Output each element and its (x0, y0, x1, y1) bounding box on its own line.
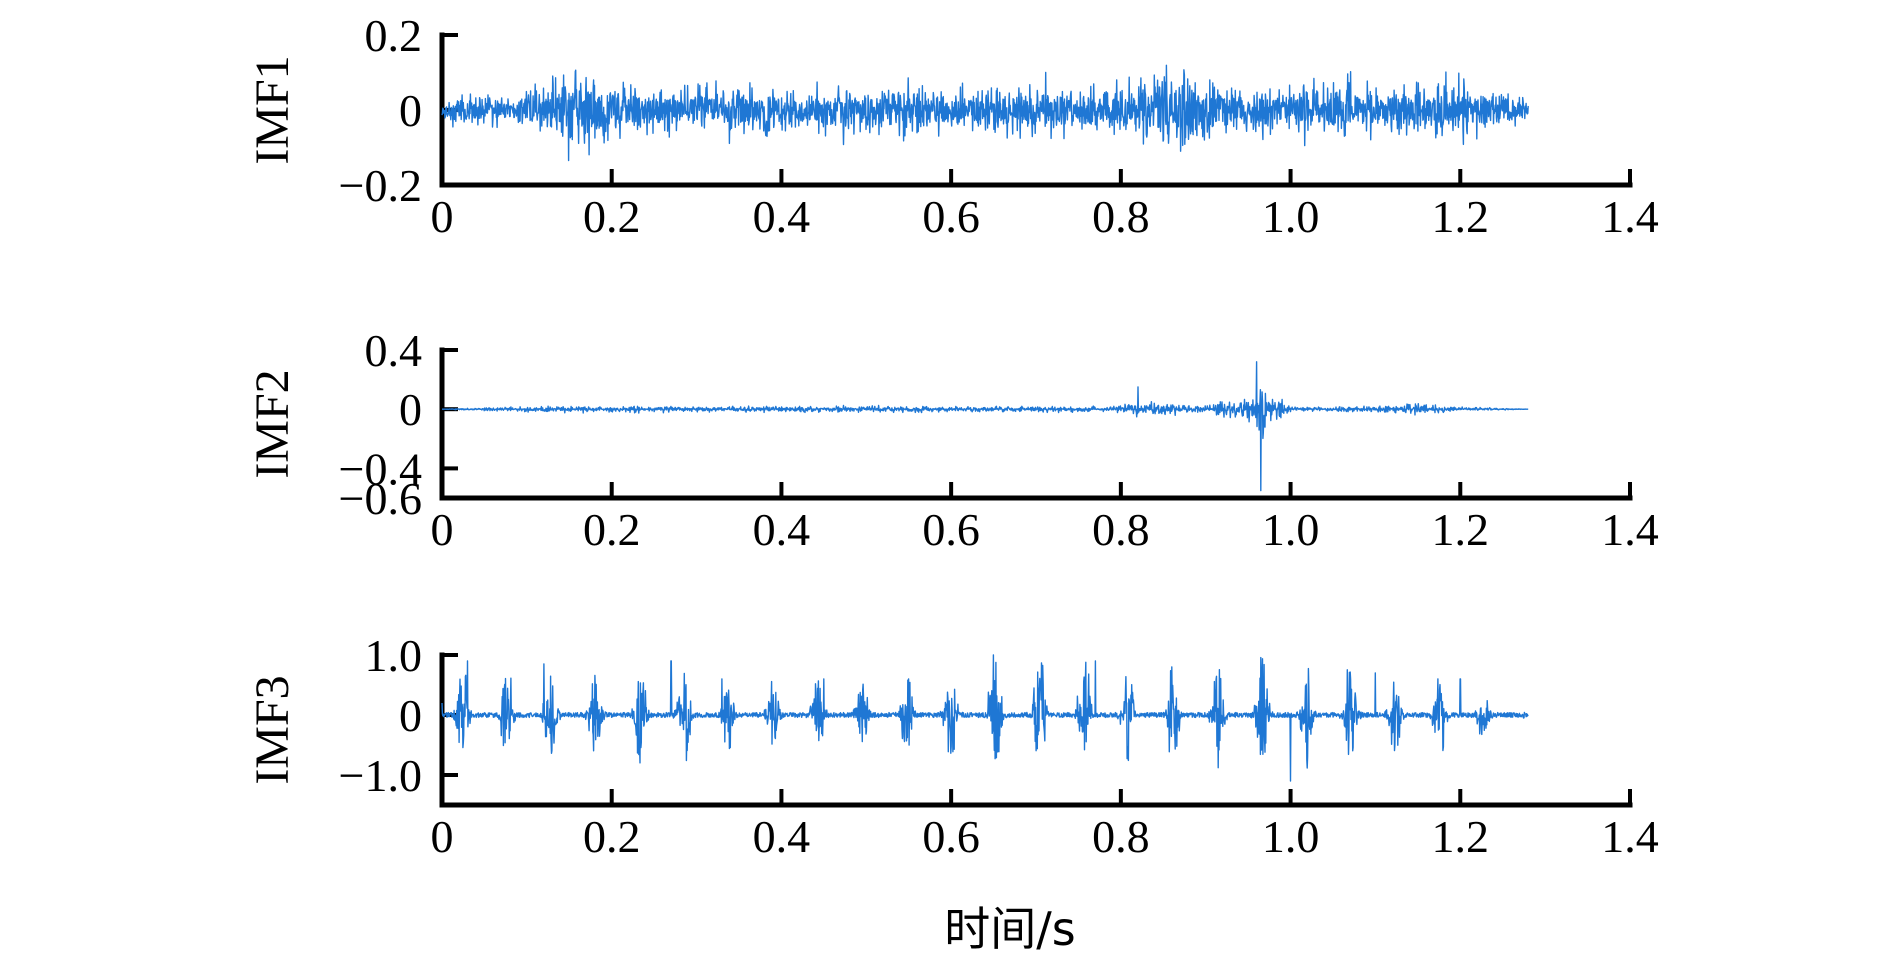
x-tick-label: 0.2 (583, 191, 641, 242)
x-tick-label: 0.4 (753, 811, 811, 862)
x-tick-label: 1.2 (1432, 504, 1490, 555)
x-tick-label: 0 (431, 504, 454, 555)
x-tick-label: 0.2 (583, 504, 641, 555)
y-tick-label: 0.4 (365, 325, 423, 376)
y-tick-label: 0 (399, 384, 422, 435)
x-tick-label: 1.0 (1262, 191, 1320, 242)
y-tick-label: −0.4 (339, 443, 422, 494)
x-tick-label: 1.4 (1601, 811, 1659, 862)
y-axis-title: IMF1 (246, 55, 299, 164)
x-tick-label: 1.2 (1432, 191, 1490, 242)
y-tick-label: −0.2 (339, 160, 422, 211)
signal-line (441, 361, 1529, 492)
x-tick-label: 0.4 (753, 191, 811, 242)
y-tick-label: −0.6 (339, 473, 422, 524)
y-tick-label: −1.0 (339, 750, 422, 801)
x-tick-label: 1.4 (1601, 504, 1659, 555)
x-tick-label: 0.2 (583, 811, 641, 862)
x-tick-label: 0.4 (753, 504, 811, 555)
x-tick-label: 0.8 (1092, 191, 1150, 242)
x-tick-label: 1.0 (1262, 811, 1320, 862)
y-tick-label: 1.0 (365, 630, 423, 681)
x-tick-label: 1.2 (1432, 811, 1490, 862)
x-axis-title: 时间/s (944, 902, 1075, 956)
signal-line (441, 654, 1529, 782)
chart-panels: 0.20−0.20 0.2 0.4 0.6 0.8 1.0 1.2 1.4IMF10.40−0… (246, 10, 1659, 862)
x-tick-label: 0.6 (922, 191, 980, 242)
y-axis-title: IMF2 (246, 369, 299, 478)
y-tick-label: 0.2 (365, 10, 423, 61)
x-tick-label: 1.4 (1601, 191, 1659, 242)
axis-line (439, 347, 1633, 501)
signal-line (441, 64, 1529, 162)
x-tick-label: 0.8 (1092, 811, 1150, 862)
x-tick-label: 0 (431, 811, 454, 862)
x-tick-label: 0.6 (922, 811, 980, 862)
x-tick-label: 0.8 (1092, 504, 1150, 555)
x-tick-label: 0 (431, 191, 454, 242)
y-axis-title: IMF3 (246, 675, 299, 784)
x-tick-label: 1.0 (1262, 504, 1320, 555)
x-tick-label: 0.6 (922, 504, 980, 555)
y-tick-label: 0 (399, 85, 422, 136)
y-tick-label: 0 (399, 690, 422, 741)
